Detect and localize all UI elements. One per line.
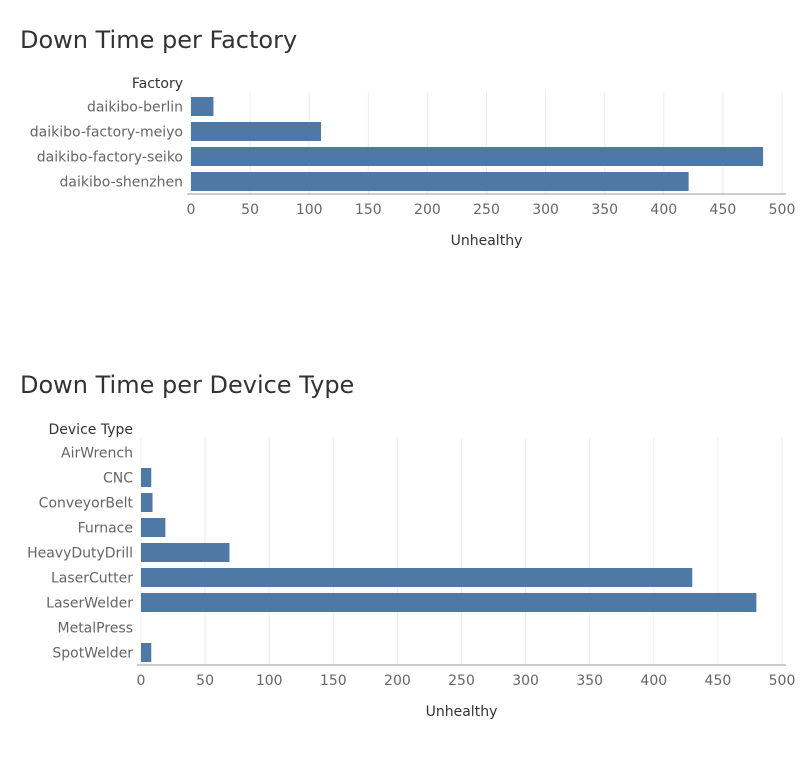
x-tick-label: 200 <box>384 673 411 689</box>
factory-chart-title: Down Time per Factory <box>20 26 298 54</box>
device-type-chart-title: Down Time per Device Type <box>20 371 355 399</box>
category-axis-header: Device Type <box>49 422 134 438</box>
bar-daikibo-factory-meiyo <box>191 122 322 141</box>
bar-spotwelder <box>141 643 152 662</box>
category-label: Furnace <box>78 521 133 537</box>
x-axis-title: Unhealthy <box>426 704 498 720</box>
x-tick-label: 350 <box>591 202 618 218</box>
x-tick-label: 200 <box>414 202 441 218</box>
bar-furnace <box>141 518 166 537</box>
category-label: LaserCutter <box>51 571 133 587</box>
category-label: AirWrench <box>61 446 133 462</box>
x-tick-label: 300 <box>532 202 559 218</box>
bar-cnc <box>141 468 152 487</box>
bar-daikibo-berlin <box>191 97 214 116</box>
category-label: daikibo-factory-meiyo <box>30 125 183 141</box>
x-tick-label: 50 <box>241 202 259 218</box>
x-tick-label: 400 <box>640 673 667 689</box>
factory-downtime-chart: Factory 0 50 100 150 200 250 300 350 400 450 500 dai… <box>30 76 796 249</box>
x-tick-label: 400 <box>650 202 677 218</box>
category-label: ConveyorBelt <box>39 496 134 512</box>
device-type-downtime-chart: Device Type 0 50 100 150 200 250 300 350 400 450 50… <box>27 422 796 720</box>
x-tick-label: 250 <box>473 202 500 218</box>
x-tick-label: 350 <box>576 673 603 689</box>
x-tick-label: 450 <box>705 673 732 689</box>
x-tick-label: 250 <box>448 673 475 689</box>
bar-daikibo-shenzhen <box>191 172 689 191</box>
x-tick-label: 100 <box>256 673 283 689</box>
x-tick-label: 450 <box>710 202 737 218</box>
x-tick-label: 0 <box>187 202 196 218</box>
category-label: CNC <box>103 471 133 487</box>
category-label: MetalPress <box>58 621 134 637</box>
bar-lasercutter <box>141 568 693 587</box>
category-label: daikibo-berlin <box>87 100 183 116</box>
category-label: HeavyDutyDrill <box>27 546 133 562</box>
x-tick-label: 50 <box>196 673 214 689</box>
x-tick-label: 100 <box>296 202 323 218</box>
category-label: LaserWelder <box>46 596 133 612</box>
category-axis-header: Factory <box>132 76 183 92</box>
bar-daikibo-factory-seiko <box>191 147 764 166</box>
x-tick-label: 500 <box>769 202 796 218</box>
x-tick-label: 150 <box>355 202 382 218</box>
x-tick-label: 300 <box>512 673 539 689</box>
category-label: daikibo-shenzhen <box>60 175 183 191</box>
x-tick-label: 500 <box>769 673 796 689</box>
bar-laserwelder <box>141 593 757 612</box>
category-label: daikibo-factory-seiko <box>37 150 183 166</box>
x-tick-label: 150 <box>320 673 347 689</box>
x-axis-title: Unhealthy <box>451 233 523 249</box>
category-label: SpotWelder <box>52 646 133 662</box>
x-tick-label: 0 <box>137 673 146 689</box>
bar-heavydutydrill <box>141 543 230 562</box>
bar-conveyorbelt <box>141 493 153 512</box>
